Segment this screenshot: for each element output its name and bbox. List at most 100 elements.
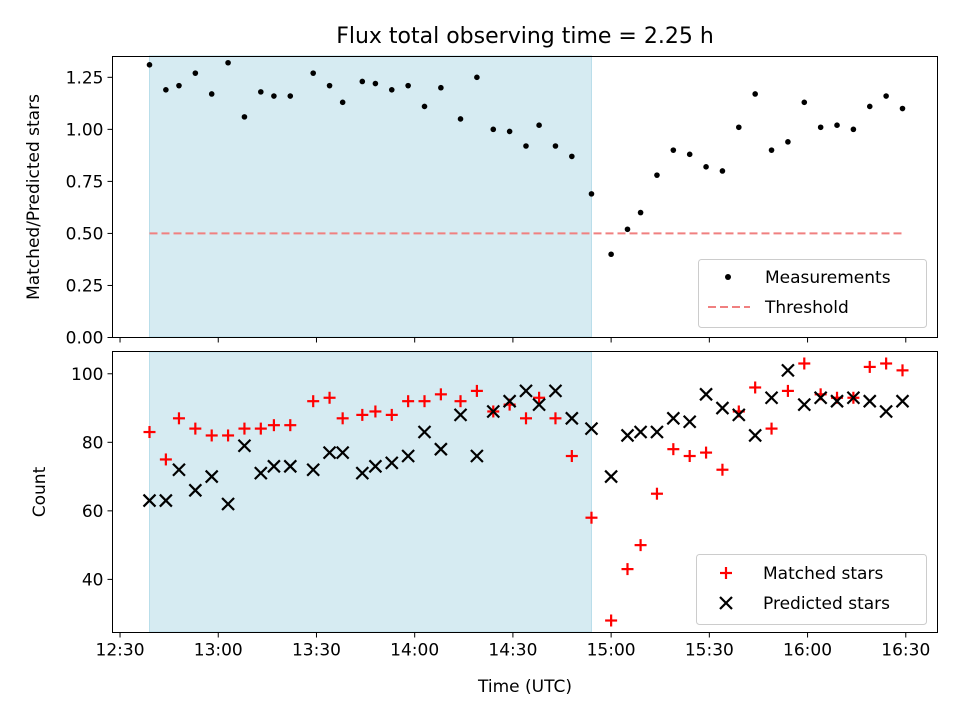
predicted-stars-point (862, 394, 877, 408)
matched-stars-point (605, 614, 618, 627)
x-tick-label: 14:30 (488, 641, 537, 661)
measurements-point (258, 89, 264, 95)
measurements-point (850, 126, 857, 133)
matched-stars-point (159, 453, 172, 466)
predicted-stars-point (486, 404, 501, 419)
predicted-stars-point (732, 408, 746, 422)
matched-stars-point (565, 450, 578, 463)
y-tick-label: 100 (71, 365, 103, 385)
measurements-point (506, 128, 513, 135)
predicted-stars-point (335, 445, 350, 460)
predicted-stars-point (682, 414, 697, 429)
predicted-stars-point (453, 408, 468, 422)
bottom-legend-box (696, 554, 927, 625)
matched-stars-point (254, 422, 267, 435)
measurements-point (686, 151, 693, 158)
bottom-highlight-span (149, 351, 592, 633)
predicted-stars-point (368, 459, 383, 474)
matched-stars-point (385, 408, 398, 421)
matched-stars-point (189, 422, 202, 435)
legend-measurements-label: Measurements (765, 268, 891, 288)
predicted-stars-point (355, 466, 370, 480)
legend-predicted-marker (719, 596, 733, 610)
matched-stars-point (634, 539, 647, 552)
matched-stars-point (716, 463, 729, 476)
x-tick-label: 15:30 (685, 641, 734, 661)
y-tick-label: 0.25 (66, 276, 104, 296)
measurements-point (736, 124, 742, 131)
measurements-point (883, 93, 889, 99)
matched-stars-point (222, 429, 235, 442)
predicted-stars-point (604, 469, 618, 484)
predicted-stars-point (254, 466, 268, 480)
measurements-point (287, 93, 294, 99)
predicted-stars-point (699, 387, 713, 402)
measurements-point (588, 191, 595, 197)
measurements-point (192, 70, 199, 76)
predicted-stars-point (306, 462, 320, 477)
predicted-stars-point (267, 459, 281, 474)
top-plot-frame (112, 56, 938, 338)
matched-stars-point (585, 511, 598, 524)
predicted-stars-point (830, 394, 844, 408)
y-tick-label: 40 (82, 570, 104, 590)
matched-stars-point (621, 563, 634, 576)
predicted-stars-point (532, 397, 546, 412)
y-tick-label: 0.00 (66, 329, 104, 349)
predicted-stars-point (764, 390, 779, 405)
predicted-stars-point (204, 469, 219, 484)
matched-stars-point (172, 412, 185, 425)
predicted-stars-point (748, 428, 762, 443)
x-tick-label: 13:30 (292, 641, 341, 661)
matched-stars-point (323, 391, 336, 404)
matched-stars-point (267, 419, 280, 432)
measurements-point (271, 93, 277, 99)
legend-matched-marker (720, 567, 732, 579)
predicted-stars-point (666, 411, 681, 426)
predicted-stars-point (879, 404, 893, 419)
predicted-stars-point (715, 401, 730, 415)
bottom-panel: 12:30 13:00 13:30 14:00 14:30 15:00 15:30 16:00… (30, 351, 938, 697)
matched-stars-point (402, 395, 415, 408)
predicted-stars-point (417, 425, 432, 439)
matched-stars-point (356, 408, 369, 421)
predicted-stars-point (172, 462, 186, 477)
measurements-point (241, 114, 248, 120)
predicted-stars-point (633, 425, 648, 439)
predicted-stars-point (188, 483, 203, 498)
predicted-stars-point (322, 445, 337, 460)
x-tick-label: 13:00 (194, 641, 243, 661)
measurements-point (438, 84, 444, 91)
x-tick-label: 12:30 (96, 641, 145, 661)
measurements-point (372, 80, 379, 87)
top-y-axis-label: Matched/Predicted stars (24, 94, 44, 300)
predicted-stars-point (813, 390, 828, 405)
matched-stars-point (650, 487, 663, 500)
legend-predicted-label: Predicted stars (763, 594, 890, 614)
measurements-point (421, 103, 428, 110)
matched-stars-point (798, 357, 811, 370)
predicted-stars-point (142, 493, 157, 508)
matched-stars-point (749, 381, 762, 394)
x-tick-label: 15:00 (587, 641, 636, 661)
predicted-stars-point (620, 428, 635, 443)
measurements-point (752, 91, 758, 97)
measurements-point (225, 59, 231, 66)
measurements-point (405, 82, 411, 89)
measurements-point (490, 126, 497, 133)
measurements-point (817, 124, 824, 131)
measurements-point (670, 147, 677, 153)
y-tick-label: 0.75 (66, 172, 104, 192)
measurements-point (359, 78, 366, 85)
y-tick-label: 80 (82, 433, 104, 453)
matched-stars-point (533, 391, 546, 404)
y-tick-label: 1.25 (66, 68, 104, 88)
predicted-stars-point (548, 384, 563, 398)
matched-stars-point (143, 426, 156, 439)
measurements-point (310, 70, 316, 76)
predicted-stars-point (283, 459, 298, 474)
measurements-point (834, 122, 840, 128)
matched-stars-point (896, 364, 909, 377)
top-chart-title: Flux total observing time = 2.25 h (336, 24, 714, 49)
x-tick-label: 16:00 (783, 641, 832, 661)
